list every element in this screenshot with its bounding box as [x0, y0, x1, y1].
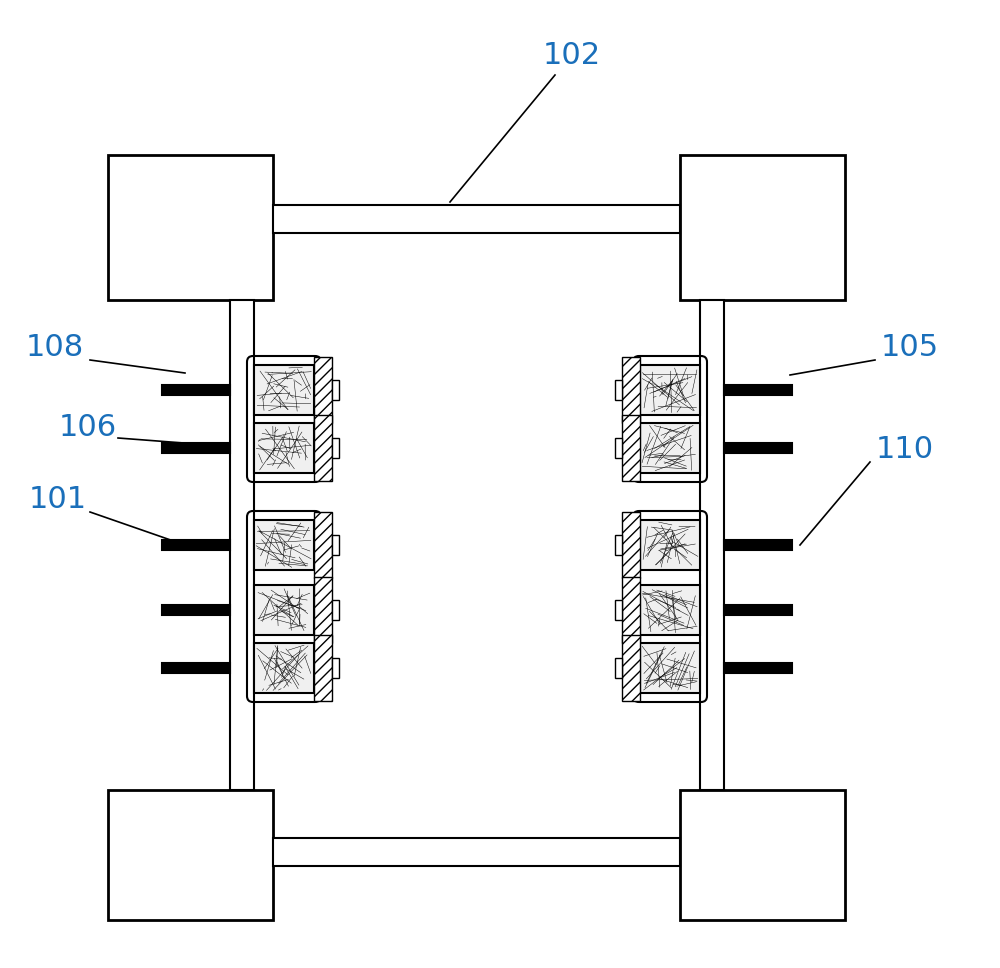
Text: 106: 106 [59, 413, 117, 442]
Bar [615, 600, 622, 620]
Bar [640, 643, 700, 693]
Bar [230, 300, 254, 790]
Text: 110: 110 [876, 436, 934, 465]
Bar [680, 790, 845, 920]
Bar [640, 365, 700, 415]
Bar [314, 512, 332, 578]
Bar [332, 438, 339, 458]
Bar [332, 600, 339, 620]
Bar [724, 443, 792, 453]
Bar [332, 658, 339, 678]
Bar [254, 365, 314, 415]
Bar [724, 385, 792, 395]
Bar [724, 540, 792, 550]
Bar [700, 300, 724, 790]
Bar [640, 585, 700, 635]
Text: 108: 108 [26, 334, 84, 362]
Text: 101: 101 [29, 486, 87, 515]
Bar [332, 380, 339, 400]
Bar [254, 520, 314, 570]
Bar [314, 635, 332, 701]
Bar [332, 535, 339, 555]
Bar [314, 577, 332, 643]
Bar [622, 512, 640, 578]
Bar [254, 423, 314, 473]
Bar [615, 658, 622, 678]
Bar [162, 605, 230, 615]
Bar [615, 380, 622, 400]
Text: 105: 105 [881, 334, 939, 362]
Bar [273, 838, 680, 866]
Bar [162, 540, 230, 550]
Bar [162, 385, 230, 395]
Bar [680, 155, 845, 300]
Bar [108, 790, 273, 920]
Bar [622, 357, 640, 423]
Bar [724, 605, 792, 615]
Bar [622, 415, 640, 481]
Bar [640, 423, 700, 473]
Bar [640, 520, 700, 570]
Bar [622, 635, 640, 701]
Bar [615, 535, 622, 555]
Text: 102: 102 [543, 41, 601, 70]
Bar [314, 415, 332, 481]
Bar [162, 443, 230, 453]
Bar [615, 438, 622, 458]
Bar [622, 577, 640, 643]
Bar [254, 585, 314, 635]
Bar [108, 155, 273, 300]
Bar [724, 663, 792, 673]
Bar [162, 663, 230, 673]
Bar [314, 357, 332, 423]
Bar [254, 643, 314, 693]
Bar [273, 205, 680, 233]
